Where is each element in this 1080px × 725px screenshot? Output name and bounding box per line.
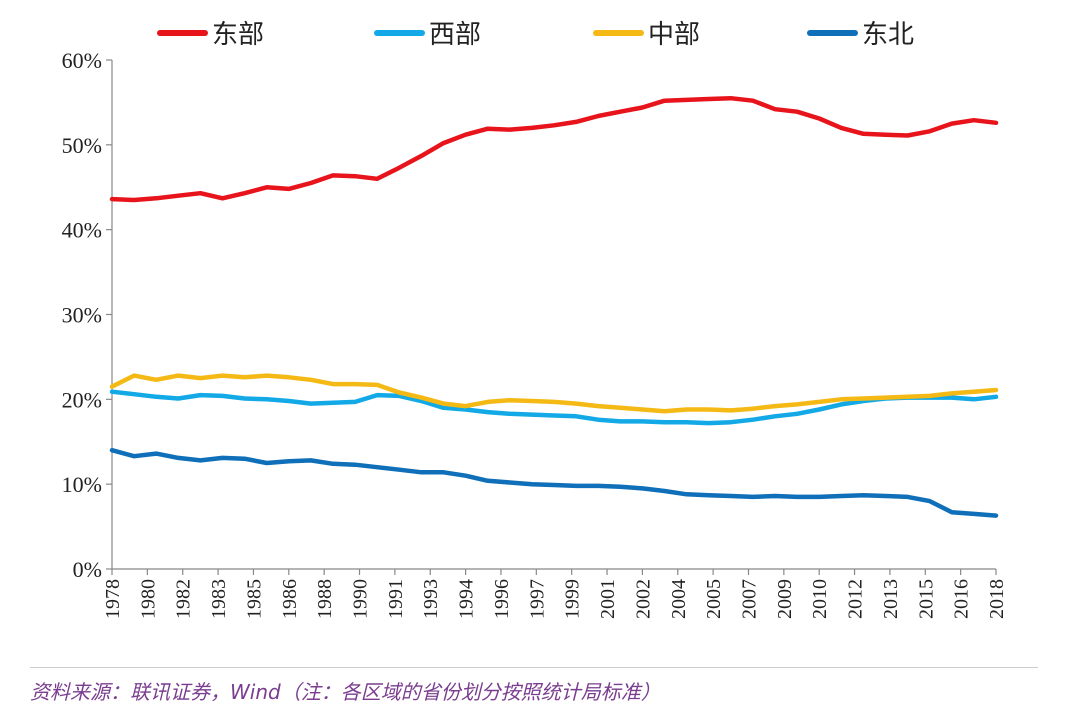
x-tick-label: 1994: [456, 579, 478, 619]
y-tick-label: 0%: [73, 557, 102, 582]
y-axis: 0% 10% 20% 30% 40% 50% 60%: [62, 48, 113, 582]
legend: 东部 西部 中部 东北: [157, 20, 914, 50]
x-axis: 1978 1980 1982 1983 1985 1986 1988 1990 1991 1993…: [102, 568, 1008, 619]
plot-area: [109, 95, 999, 518]
x-tick-label: 1996: [491, 579, 513, 619]
legend-label: 东北: [862, 20, 914, 50]
x-tick-label: 1985: [243, 579, 265, 619]
source-note: 资料来源：联讯证券，Wind（注：各区域的省份划分按照统计局标准）: [30, 680, 661, 704]
y-tick-label: 20%: [62, 387, 102, 412]
legend-item-west: 西部: [374, 20, 481, 50]
legend-label: 西部: [429, 20, 481, 50]
x-tick-label: 1980: [137, 579, 159, 619]
y-tick-label: 40%: [62, 218, 102, 243]
x-tick-label: 2013: [880, 579, 902, 619]
legend-item-central: 中部: [593, 20, 700, 50]
x-tick-label: 2016: [951, 579, 973, 619]
x-tick-label: 2002: [632, 579, 654, 619]
series-line-west: [109, 389, 999, 426]
x-tick-label: 2001: [597, 579, 619, 619]
series-line-northeast: [109, 447, 999, 518]
source-divider: [30, 667, 1038, 668]
legend-item-east: 东部: [157, 20, 264, 50]
x-tick-label: 2010: [809, 579, 831, 619]
x-tick-label: 1982: [173, 579, 195, 619]
series-line-central: [109, 373, 999, 414]
x-tick-label: 2005: [703, 579, 725, 619]
y-tick-label: 50%: [62, 133, 102, 158]
y-tick-label: 10%: [62, 472, 102, 497]
legend-item-northeast: 东北: [807, 20, 914, 50]
x-tick-label: 1986: [279, 579, 301, 619]
x-tick-label: 1999: [562, 579, 584, 619]
x-tick-label: 2015: [915, 579, 937, 619]
x-tick-label: 1978: [102, 579, 124, 619]
x-tick-label: 1991: [385, 579, 407, 619]
x-tick-label: 2007: [738, 579, 760, 619]
x-tick-label: 1983: [208, 579, 230, 619]
y-tick-label: 60%: [62, 48, 102, 73]
x-tick-label: 1990: [350, 579, 372, 619]
x-tick-label: 1993: [420, 579, 442, 619]
x-tick-label: 2004: [668, 579, 690, 619]
legend-label: 中部: [648, 20, 700, 50]
series-line-east: [109, 95, 999, 203]
x-tick-label: 1997: [526, 579, 548, 619]
x-tick-label: 1988: [314, 579, 336, 619]
x-tick-label: 2018: [986, 579, 1008, 619]
x-tick-label: 2012: [845, 579, 867, 619]
x-tick-label: 2009: [774, 579, 796, 619]
y-tick-label: 30%: [62, 303, 102, 328]
legend-label: 东部: [212, 20, 264, 50]
